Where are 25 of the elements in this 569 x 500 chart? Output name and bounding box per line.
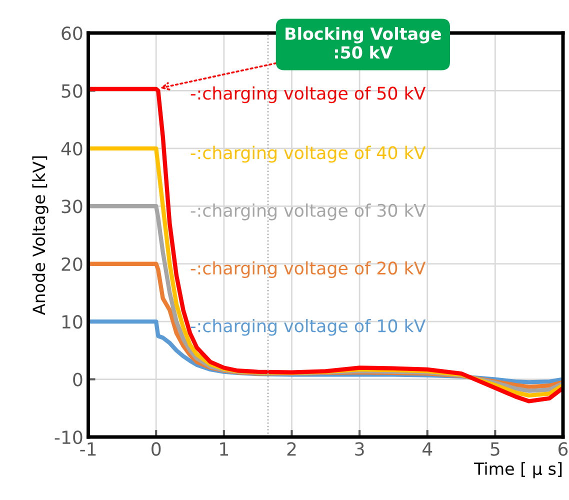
annotation: Blocking Voltage :50 kV	[286, 27, 442, 59]
legend-label: -:charging voltage of 50 kV	[190, 86, 426, 104]
y-tick-label: 40	[61, 142, 82, 156]
y-tick-label: 20	[62, 257, 82, 271]
y-tick-label: 50	[62, 84, 82, 98]
series-label: -:charging voltage of 10 kV	[190, 318, 426, 336]
x-axis-title: Time [ μ s]	[474, 462, 562, 478]
x-tick-label: 0	[152, 442, 161, 456]
x-tick-label: 3	[355, 442, 364, 456]
x-tick-label: 5	[490, 442, 500, 456]
line-series	[88, 86, 563, 404]
y-tick-label: -10	[54, 430, 82, 444]
x-tick-label: 4	[422, 442, 432, 456]
y-axis-title: Anode Voltage [kV]	[32, 156, 48, 315]
x-tick-label: 6	[558, 442, 568, 456]
series-label: -:charging voltage of 40 kV	[190, 146, 426, 163]
y-tick-label: 0	[73, 372, 82, 386]
y-tick-label: 10	[62, 315, 82, 329]
series-label: -:charging voltage of 30 kV	[190, 204, 426, 220]
y-tick-label: 60	[62, 26, 82, 40]
series-label: -:charging voltage of 20 kV	[190, 261, 426, 278]
x-tick-label: -1	[80, 442, 96, 456]
y-tick-label: 30	[62, 200, 82, 214]
x-tick-label: 2	[287, 442, 296, 456]
x-tick-label: 1	[220, 442, 228, 456]
